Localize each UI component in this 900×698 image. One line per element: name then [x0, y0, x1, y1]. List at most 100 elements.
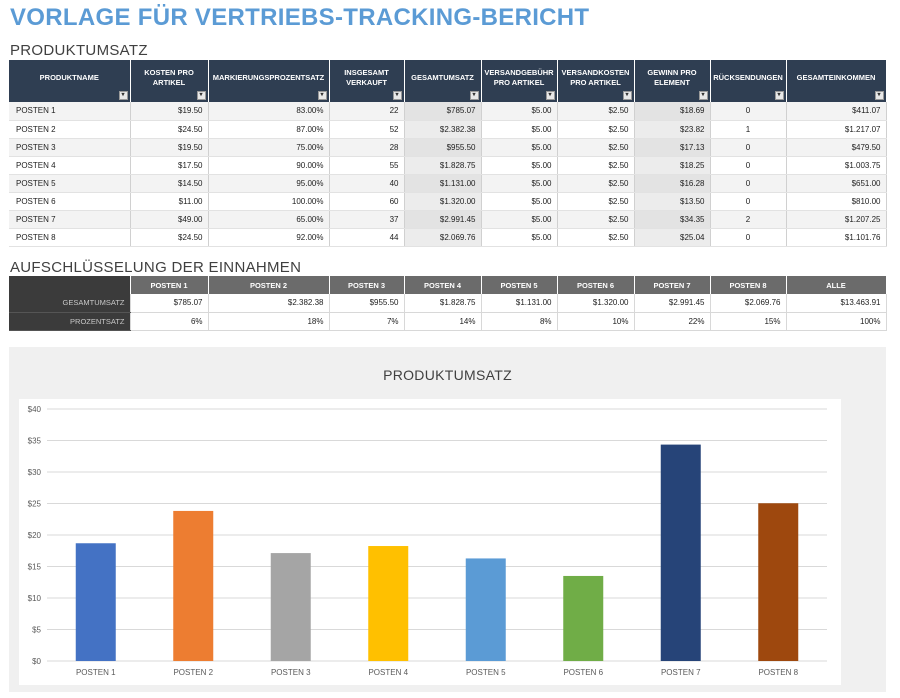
table-cell[interactable]: $785.07 — [404, 102, 482, 121]
product-name-cell[interactable]: POSTEN 3 — [9, 138, 131, 157]
table-cell[interactable]: 37 — [329, 210, 405, 229]
table-cell[interactable]: 60 — [329, 192, 405, 211]
table-cell[interactable]: $18.25 — [634, 156, 711, 175]
product-name-cell[interactable]: POSTEN 4 — [9, 156, 131, 175]
table-cell[interactable]: $17.50 — [130, 156, 209, 175]
table-cell[interactable]: 1 — [710, 120, 787, 139]
product-name-cell[interactable]: POSTEN 8 — [9, 228, 131, 247]
breakdown-cell[interactable]: 18% — [208, 312, 330, 331]
table-cell[interactable]: $479.50 — [786, 138, 887, 157]
table-cell[interactable]: $2.991.45 — [404, 210, 482, 229]
table-cell[interactable]: 0 — [710, 138, 787, 157]
table-cell[interactable]: $19.50 — [130, 102, 209, 121]
table-cell[interactable]: $2.50 — [557, 120, 635, 139]
bar[interactable] — [758, 503, 799, 661]
table-cell[interactable]: 0 — [710, 228, 787, 247]
table-cell[interactable]: 52 — [329, 120, 405, 139]
breakdown-cell[interactable]: 14% — [404, 312, 482, 331]
table-cell[interactable]: 0 — [710, 192, 787, 211]
table-cell[interactable]: $5.00 — [481, 102, 558, 121]
breakdown-cell[interactable]: 7% — [329, 312, 405, 331]
bar[interactable] — [75, 543, 116, 661]
breakdown-cell[interactable]: 22% — [634, 312, 711, 331]
table-cell[interactable]: 55 — [329, 156, 405, 175]
bar[interactable] — [173, 510, 214, 661]
table-cell[interactable]: $5.00 — [481, 138, 558, 157]
table-cell[interactable]: $1.003.75 — [786, 156, 887, 175]
breakdown-cell[interactable]: $955.50 — [329, 294, 405, 313]
table-cell[interactable]: 22 — [329, 102, 405, 121]
table-cell[interactable]: $5.00 — [481, 174, 558, 193]
table-cell[interactable]: $49.00 — [130, 210, 209, 229]
breakdown-cell[interactable]: $1.320.00 — [557, 294, 635, 313]
breakdown-cell[interactable]: 15% — [710, 312, 787, 331]
product-name-cell[interactable]: POSTEN 7 — [9, 210, 131, 229]
bar[interactable] — [368, 546, 409, 661]
filter-dropdown-icon[interactable]: ▾ — [698, 91, 708, 100]
table-cell[interactable]: $411.07 — [786, 102, 887, 121]
table-cell[interactable]: $5.00 — [481, 156, 558, 175]
table-cell[interactable]: $1.101.76 — [786, 228, 887, 247]
product-name-cell[interactable]: POSTEN 6 — [9, 192, 131, 211]
breakdown-cell[interactable]: $785.07 — [130, 294, 209, 313]
breakdown-cell[interactable]: 10% — [557, 312, 635, 331]
table-cell[interactable]: 75.00% — [208, 138, 330, 157]
table-cell[interactable]: $1.217.07 — [786, 120, 887, 139]
table-cell[interactable]: $1.320.00 — [404, 192, 482, 211]
breakdown-cell[interactable]: $13.463.91 — [786, 294, 887, 313]
table-cell[interactable]: 40 — [329, 174, 405, 193]
table-cell[interactable]: $2.50 — [557, 228, 635, 247]
bar[interactable] — [465, 558, 506, 661]
filter-dropdown-icon[interactable]: ▾ — [774, 91, 784, 100]
table-cell[interactable]: $13.50 — [634, 192, 711, 211]
table-cell[interactable]: 90.00% — [208, 156, 330, 175]
table-cell[interactable]: $2.50 — [557, 156, 635, 175]
table-cell[interactable]: $810.00 — [786, 192, 887, 211]
table-cell[interactable]: $2.069.76 — [404, 228, 482, 247]
filter-dropdown-icon[interactable]: ▾ — [622, 91, 632, 100]
table-cell[interactable]: $5.00 — [481, 192, 558, 211]
breakdown-cell[interactable]: 6% — [130, 312, 209, 331]
table-cell[interactable]: $17.13 — [634, 138, 711, 157]
filter-dropdown-icon[interactable]: ▾ — [392, 91, 402, 100]
bar[interactable] — [660, 444, 701, 661]
product-name-cell[interactable]: POSTEN 5 — [9, 174, 131, 193]
filter-dropdown-icon[interactable]: ▾ — [317, 91, 327, 100]
table-cell[interactable]: 87.00% — [208, 120, 330, 139]
table-cell[interactable]: $19.50 — [130, 138, 209, 157]
table-cell[interactable]: 83.00% — [208, 102, 330, 121]
table-cell[interactable]: 44 — [329, 228, 405, 247]
product-name-cell[interactable]: POSTEN 1 — [9, 102, 131, 121]
breakdown-cell[interactable]: 8% — [481, 312, 558, 331]
table-cell[interactable]: $1.131.00 — [404, 174, 482, 193]
filter-dropdown-icon[interactable]: ▾ — [118, 91, 128, 100]
breakdown-cell[interactable]: $1.828.75 — [404, 294, 482, 313]
table-cell[interactable]: 0 — [710, 174, 787, 193]
table-cell[interactable]: $16.28 — [634, 174, 711, 193]
table-cell[interactable]: 65.00% — [208, 210, 330, 229]
bar[interactable] — [563, 575, 604, 661]
table-cell[interactable]: $2.50 — [557, 174, 635, 193]
table-cell[interactable]: $11.00 — [130, 192, 209, 211]
table-cell[interactable]: 0 — [710, 156, 787, 175]
breakdown-cell[interactable]: $1.131.00 — [481, 294, 558, 313]
table-cell[interactable]: $2.50 — [557, 138, 635, 157]
table-cell[interactable]: $14.50 — [130, 174, 209, 193]
table-cell[interactable]: $2.50 — [557, 102, 635, 121]
table-cell[interactable]: $5.00 — [481, 210, 558, 229]
table-cell[interactable]: $1.207.25 — [786, 210, 887, 229]
table-cell[interactable]: 28 — [329, 138, 405, 157]
table-cell[interactable]: $955.50 — [404, 138, 482, 157]
breakdown-cell[interactable]: 100% — [786, 312, 887, 331]
table-cell[interactable]: $5.00 — [481, 228, 558, 247]
table-cell[interactable]: $1.828.75 — [404, 156, 482, 175]
table-cell[interactable]: 0 — [710, 102, 787, 121]
table-cell[interactable]: 2 — [710, 210, 787, 229]
table-cell[interactable]: $2.50 — [557, 192, 635, 211]
filter-dropdown-icon[interactable]: ▾ — [874, 91, 884, 100]
table-cell[interactable]: $2.382.38 — [404, 120, 482, 139]
table-cell[interactable]: $34.35 — [634, 210, 711, 229]
table-cell[interactable]: $23.82 — [634, 120, 711, 139]
table-cell[interactable]: 100.00% — [208, 192, 330, 211]
table-cell[interactable]: $5.00 — [481, 120, 558, 139]
